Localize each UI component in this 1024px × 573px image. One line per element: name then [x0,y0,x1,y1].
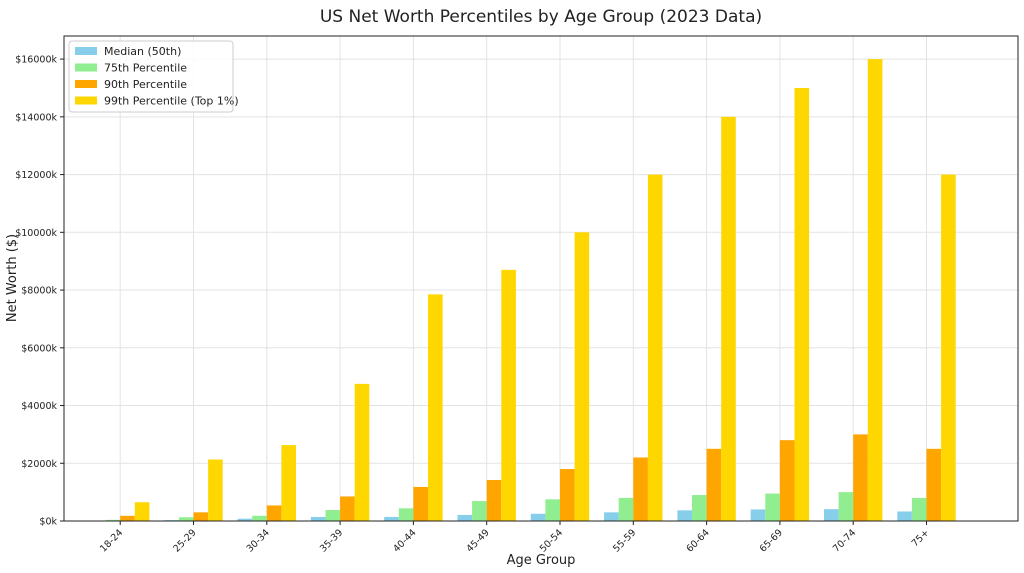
y-tick-label: $2000k [21,459,57,470]
bar [897,511,912,521]
x-tick-label: 75+ [910,527,932,549]
bar [677,510,692,521]
legend-swatch [75,96,97,105]
legend-swatch [75,80,97,88]
y-tick-label: $4000k [21,401,57,412]
bar [178,517,194,521]
bar [428,294,443,521]
x-tick-label: 65-69 [758,527,785,554]
gridlines [64,36,1018,522]
bar [867,59,883,521]
bar [384,516,399,521]
bar [354,383,370,521]
legend: Median (50th) 75th Percentile 90th Percent… [68,40,239,113]
bar [574,232,590,522]
x-tick-label: 45-49 [465,527,492,554]
bar [721,116,736,521]
legend-label: 99th Percentile (Top 1%) [104,95,239,108]
x-tick-label: 60-64 [684,527,711,554]
bar [530,513,546,521]
bar [706,448,722,521]
bar [911,497,927,521]
x-tick-label: 25-29 [171,527,198,554]
legend-label: 75th Percentile [104,62,187,75]
x-axis-label: Age Group [507,553,576,568]
chart-title: US Net Worth Percentiles by Age Group (2… [320,7,762,27]
bar [560,469,575,521]
bar [193,512,209,521]
bar [457,514,473,521]
bar [838,492,854,521]
bar [281,445,296,521]
y-tick-label: $14000k [15,112,57,123]
bar [105,519,121,521]
bar [501,269,516,521]
bar [633,457,648,521]
bar [472,501,487,521]
x-tick-label: 70-74 [831,527,858,554]
bar [604,512,619,521]
bar [765,493,780,521]
x-tick-label: 18-24 [98,527,125,554]
bars [91,59,956,522]
plot-frame [63,35,1019,522]
x-tick-label: 30-34 [245,527,272,554]
bar [413,486,428,521]
bar [237,518,253,521]
y-axis: $0k $2000k $4000k $6000k $8000k $10000k $12000… [15,55,64,528]
bar [750,509,766,521]
legend-label: 90th Percentile [104,78,187,91]
bar [208,459,223,521]
bar [692,495,707,521]
bar [941,174,956,522]
x-tick-label: 55-59 [611,527,638,554]
y-tick-label: $8000k [21,286,57,297]
bar [926,448,942,521]
bar [266,505,282,521]
x-tick-label: 40-44 [391,527,418,554]
x-tick-label: 50-54 [538,527,565,554]
bar [340,496,355,521]
y-tick-label: $6000k [21,343,57,354]
bar [779,440,795,521]
bar [545,499,560,521]
y-tick-label: $10000k [15,228,57,239]
bar [794,87,810,521]
bar [824,509,839,521]
legend-label: Median (50th) [104,45,181,58]
bar [120,515,135,521]
bar [398,508,414,521]
y-axis-label: Net Worth ($) [5,234,20,322]
bar [647,174,663,522]
bar [618,497,634,521]
x-tick-label: 35-39 [318,527,345,554]
y-tick-label: $12000k [15,170,57,181]
bar [310,516,326,521]
bar [325,510,341,521]
x-axis: 18-24 25-29 30-34 35-39 40-44 45-49 50-54 55-59… [98,521,932,555]
legend-box [68,40,234,113]
legend-swatch [75,63,97,72]
y-tick-label: $16000k [15,55,57,66]
bar [252,515,267,521]
bar [853,434,868,521]
bar [134,502,150,521]
legend-swatch [75,47,97,55]
y-tick-label: $0k [39,517,57,528]
bar [486,480,502,521]
